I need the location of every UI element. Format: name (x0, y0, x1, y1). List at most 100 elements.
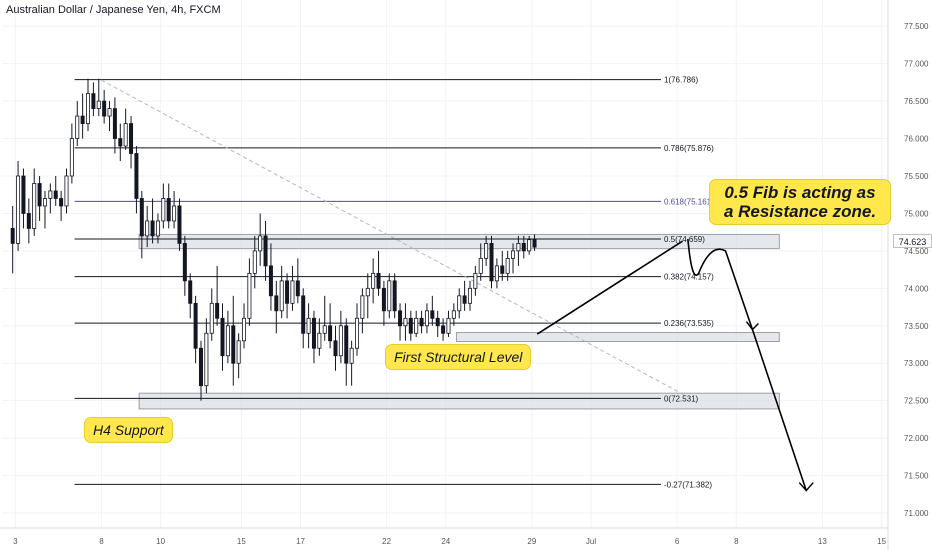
candle-body-96 (527, 239, 532, 252)
candle-44 (247, 258, 252, 326)
candle-49 (274, 280, 279, 334)
symbol-title: Australian Dollar / Japanese Yen, 4h, FX… (6, 4, 221, 16)
fib-label-1: 0.786(75.876) (664, 144, 714, 153)
price-tick-3: 76.000 (904, 135, 929, 144)
candle-77 (424, 303, 429, 334)
time-tick-4: 17 (296, 537, 305, 546)
candle-body-21 (123, 123, 128, 147)
candle-70 (387, 273, 392, 319)
structural-level-callout[interactable]: First Structural Level (386, 345, 531, 369)
candle-body-50 (279, 280, 284, 312)
candle-body-25 (145, 220, 150, 237)
structural-zone (456, 332, 780, 343)
candle-body-95 (521, 243, 526, 252)
candle-23 (134, 146, 139, 214)
time-tick-11: 13 (818, 537, 827, 546)
candle-body-63 (349, 347, 354, 364)
price-tick-9: 73.000 (904, 359, 929, 368)
candle-body-70 (387, 280, 392, 312)
candle-body-10 (64, 175, 69, 207)
candle-79 (435, 310, 440, 338)
price-tick-1: 77.000 (904, 60, 929, 69)
candle-body-6 (42, 198, 47, 207)
candle-body-28 (161, 198, 166, 222)
price-tick-7: 74.000 (904, 284, 929, 293)
candle-body-58 (322, 325, 327, 334)
candle-94 (516, 235, 521, 266)
candle-body-4 (32, 183, 37, 229)
diagonal-line (101, 79, 689, 398)
candle-body-14 (86, 93, 91, 124)
candle-body-37 (209, 302, 214, 334)
candle-73 (403, 303, 408, 341)
candle-body-93 (511, 250, 516, 259)
fib-callout-line2: a Resistance zone. (723, 202, 877, 221)
fib-retracement[interactable]: 1(76.786) 0.786(75.876) 0.618(75.161) 0.5(7… (74, 76, 715, 490)
candle-45 (252, 235, 257, 289)
candle-75 (414, 310, 419, 338)
candle-47 (263, 220, 268, 281)
candle-22 (129, 116, 134, 169)
candle-88 (484, 235, 489, 266)
candle-2 (21, 168, 26, 229)
candle-body-71 (392, 280, 397, 312)
candle-body-47 (263, 235, 268, 267)
candle-body-59 (328, 325, 333, 342)
resistance-zone (138, 233, 780, 250)
time-tick-3: 15 (237, 537, 246, 546)
candle-body-34 (193, 302, 198, 349)
candle-body-53 (295, 280, 300, 297)
candle-body-41 (231, 325, 236, 364)
candle-body-7 (48, 190, 53, 199)
candle-21 (123, 108, 128, 150)
candle-body-18 (107, 108, 112, 117)
fib-resistance-callout[interactable]: 0.5 Fib is acting as a Resistance zone. (710, 180, 890, 224)
time-tick-6: 24 (441, 537, 450, 546)
h4-support-callout[interactable]: H4 Support (85, 418, 172, 442)
candle-5 (37, 176, 42, 221)
candle-48 (268, 243, 273, 311)
candle-40 (225, 310, 230, 364)
candle-body-46 (258, 235, 263, 252)
diagonal-dashed-line (101, 79, 689, 398)
candle-52 (290, 265, 295, 311)
candle-body-90 (494, 265, 499, 282)
candle-27 (155, 213, 160, 244)
candle-body-44 (247, 272, 252, 319)
candle-59 (328, 303, 333, 349)
candle-body-43 (242, 317, 247, 342)
candle-54 (301, 288, 306, 349)
candle-38 (215, 265, 220, 326)
time-tick-2: 10 (156, 537, 165, 546)
drawings[interactable] (536, 238, 814, 492)
time-tick-0: 3 (13, 537, 18, 546)
price-tick-5: 75.000 (904, 209, 929, 218)
candle-18 (107, 101, 112, 132)
candle-body-15 (91, 93, 96, 109)
candle-12 (75, 101, 80, 147)
candle-body-0 (10, 228, 15, 244)
candle-36 (204, 318, 209, 394)
candle-93 (511, 243, 516, 274)
fib-label-6: 0(72.531) (664, 394, 699, 403)
candle-29 (166, 183, 171, 229)
candle-34 (193, 295, 198, 364)
candle-24 (139, 190, 144, 259)
candle-3 (26, 198, 31, 244)
candle-69 (381, 280, 386, 326)
candle-58 (322, 295, 327, 341)
price-tick-0: 77.500 (904, 22, 929, 31)
candle-body-57 (317, 332, 322, 349)
candle-body-88 (484, 243, 489, 259)
time-axis[interactable]: 3 8 10 15 17 22 24 29 Jul 6 8 13 15 (0, 527, 888, 546)
candle-body-92 (505, 257, 510, 274)
price-axis[interactable]: 77.500 77.000 76.500 76.000 75.500 75.000 74.5… (887, 0, 929, 550)
fib-label-2: 0.618(75.161) (664, 197, 714, 206)
candle-33 (188, 273, 193, 319)
candle-66 (365, 273, 370, 319)
candle-body-22 (129, 123, 134, 154)
candle-89 (489, 235, 494, 289)
candle-body-83 (457, 295, 462, 312)
